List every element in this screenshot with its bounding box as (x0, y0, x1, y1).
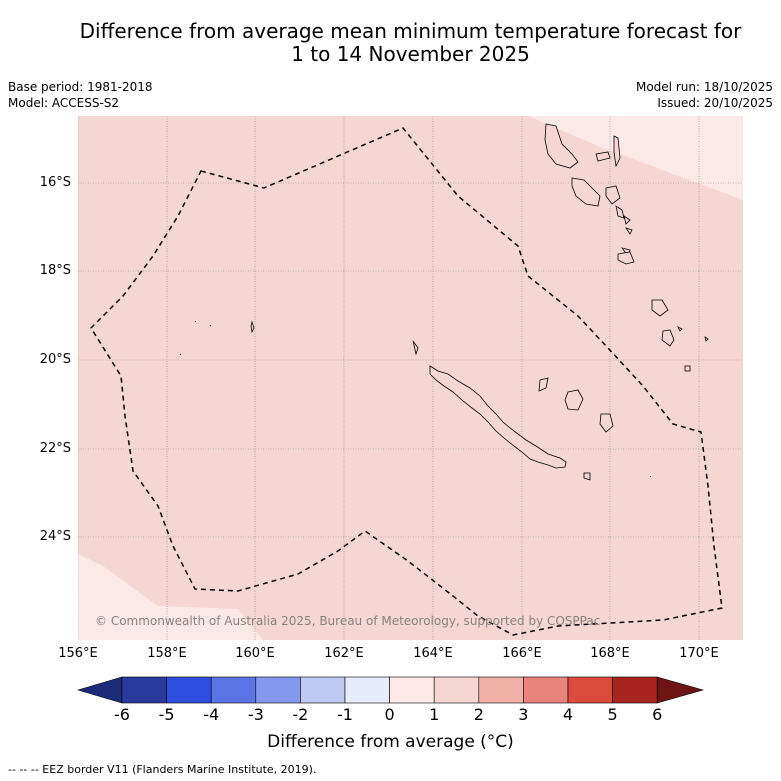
lon-label-164e: 164°E (413, 646, 453, 661)
colorbar-tick-label: -2 (292, 705, 309, 724)
lat-label-22s: 22°S (39, 441, 71, 456)
model-run: Model run: 18/10/2025 (635, 80, 773, 94)
model-name: Model: ACCESS-S2 (8, 96, 120, 110)
lon-label-162e: 162°E (324, 646, 364, 661)
issued-date: Issued: 20/10/2025 (657, 96, 773, 110)
map-svg (78, 116, 743, 640)
colorbar-tick-label: -3 (247, 705, 264, 724)
meta-right: Model run: 18/10/2025 Issued: 20/10/2025 (636, 79, 773, 111)
lat-label-20s: 20°S (39, 352, 71, 367)
anomaly-zone-bottom-left (78, 554, 263, 640)
colorbar-tick-label: 0 (384, 705, 395, 724)
colorbar-tick-label: 3 (518, 705, 529, 724)
map-panel: © Commonwealth of Australia 2025, Bureau… (78, 116, 743, 640)
colorbar-extend-high (656, 676, 705, 704)
colorbar-tick-label: -1 (337, 705, 353, 724)
eez-border (90, 127, 723, 636)
lon-label-168e: 168°E (590, 646, 630, 661)
colorbar-segment (389, 676, 435, 704)
colorbar-tick-label: 2 (473, 705, 484, 724)
colorbar-tick-label: -4 (203, 705, 220, 724)
lon-label-160e: 160°E (235, 646, 275, 661)
lon-label-156e: 156°E (58, 646, 98, 661)
lat-label-18s: 18°S (39, 263, 71, 278)
copyright-notice: © Commonwealth of Australia 2025, Bureau… (95, 614, 601, 628)
colorbar-segment (166, 676, 212, 704)
colorbar-tick-label: -5 (158, 705, 175, 724)
colorbar-segment (433, 676, 480, 704)
colorbar-segment (300, 676, 346, 704)
colorbar (76, 676, 705, 704)
colorbar-segment (121, 676, 167, 704)
new-caledonia-island (429, 365, 567, 469)
anomaly-zone-top-right (528, 116, 743, 200)
base-period: Base period: 1981-2018 (8, 80, 153, 94)
small-islands (179, 320, 652, 478)
colorbar-tick-label: 5 (607, 705, 618, 724)
meta-left: Base period: 1981-2018 Model: ACCESS-S2 (8, 79, 153, 111)
title-line-1: Difference from average mean minimum tem… (79, 19, 742, 43)
colorbar-segment (567, 676, 613, 704)
colorbar-segment (523, 676, 569, 704)
eez-legend-footer: -- -- -- EEZ border V11 (Flanders Marine… (8, 763, 317, 776)
colorbar-extend-low (76, 676, 123, 704)
lon-label-166e: 166°E (502, 646, 542, 661)
lat-label-16s: 16°S (39, 175, 71, 190)
lat-label-24s: 24°S (39, 529, 71, 544)
chart-title: Difference from average mean minimum tem… (0, 20, 781, 66)
colorbar-segment (255, 676, 301, 704)
colorbar-segment (344, 676, 390, 704)
colorbar-segment (612, 676, 658, 704)
lon-label-170e: 170°E (679, 646, 719, 661)
colorbar-tick-label: 6 (652, 705, 663, 724)
loyalty-islands (412, 340, 614, 481)
vanuatu-islands (544, 123, 709, 372)
colorbar-tick-label: 1 (429, 705, 440, 724)
colorbar-segment (478, 676, 524, 704)
colorbar-label: Difference from average (°C) (267, 732, 514, 752)
colorbar-tick-label: -6 (114, 705, 130, 724)
graticule (78, 116, 743, 640)
lon-label-158e: 158°E (147, 646, 187, 661)
colorbar-tick-label: 4 (562, 705, 574, 724)
title-line-2: 1 to 14 November 2025 (291, 42, 530, 66)
colorbar-segment (210, 676, 257, 704)
